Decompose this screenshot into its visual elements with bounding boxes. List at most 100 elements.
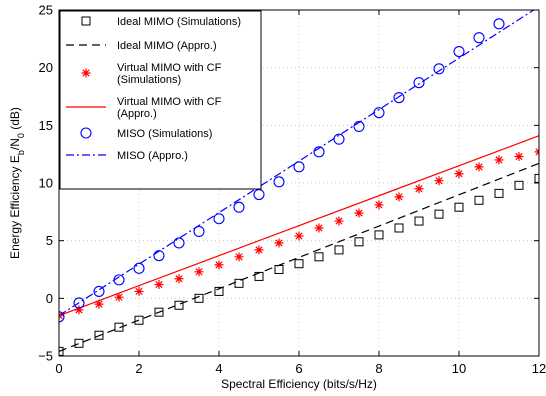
x-tick-label: 0: [55, 361, 62, 376]
y-tick-label: 5: [46, 233, 53, 248]
legend-label: Virtual MIMO with CF: [117, 62, 222, 74]
series-0: [59, 173, 539, 356]
data-point-asterisk: [294, 231, 304, 241]
legend-label: (Simulations): [117, 74, 181, 86]
x-tick-label: 8: [375, 361, 382, 376]
data-point-square: [394, 223, 404, 233]
data-point-asterisk: [114, 292, 124, 302]
data-point-asterisk: [434, 176, 444, 186]
data-point-circle: [333, 133, 345, 145]
data-point-asterisk: [334, 216, 344, 226]
data-point-asterisk: [154, 279, 164, 289]
data-point-asterisk: [174, 274, 184, 284]
legend-box: [59, 10, 262, 190]
data-point-square: [174, 300, 184, 310]
data-point-square: [334, 245, 344, 255]
series-1: [59, 162, 539, 352]
y-tick-label: 15: [39, 118, 53, 133]
data-point-square: [354, 237, 364, 247]
data-point-circle: [373, 107, 385, 119]
data-point-square: [374, 230, 384, 240]
data-point-asterisk: [514, 151, 524, 161]
data-point-circle: [393, 92, 405, 104]
data-point-circle: [193, 225, 205, 237]
data-point-asterisk: [194, 267, 204, 277]
x-tick-label: 12: [532, 361, 546, 376]
data-point-circle: [353, 120, 365, 133]
y-tick-label: 0: [46, 291, 53, 306]
y-tick-label: 20: [39, 60, 53, 75]
series-line: [59, 10, 535, 317]
data-point-square: [534, 173, 539, 183]
data-point-circle: [173, 237, 185, 249]
data-point-square: [514, 180, 524, 190]
data-point-circle: [133, 262, 145, 274]
y-axis-label: Energy Efficiency Eb/N0 (dB): [8, 107, 26, 259]
series-4: [59, 18, 505, 323]
data-point-square: [494, 188, 504, 198]
data-point-circle: [253, 188, 265, 201]
data-point-circle: [113, 274, 125, 286]
data-point-square: [114, 322, 124, 332]
data-point-square: [234, 278, 244, 288]
x-tick-label: 2: [135, 361, 142, 376]
data-point-square: [254, 271, 264, 281]
data-point-asterisk: [74, 305, 84, 315]
data-point-square: [274, 265, 284, 274]
data-point-square: [214, 286, 224, 296]
data-point-square: [94, 330, 104, 340]
data-point-circle: [433, 63, 445, 75]
data-point-circle: [93, 285, 105, 297]
data-point-asterisk: [274, 238, 284, 248]
data-point-asterisk: [134, 286, 144, 296]
data-point-circle: [313, 146, 325, 158]
data-point-square: [454, 202, 464, 212]
legend-swatch-square: [81, 16, 91, 26]
x-tick-label: 6: [295, 361, 302, 376]
legend-label: Ideal MIMO (Simulations): [117, 16, 241, 28]
data-point-asterisk: [214, 260, 224, 270]
series-3: [59, 135, 539, 317]
y-tick-label: 10: [39, 176, 53, 191]
data-point-square: [314, 252, 324, 262]
x-tick-label: 4: [215, 361, 222, 376]
legend: Ideal MIMO (Simulations) Ideal MIMO (Appr…: [59, 10, 262, 190]
data-point-circle: [153, 250, 165, 262]
data-point-asterisk: [394, 192, 404, 202]
data-point-asterisk: [254, 245, 264, 255]
legend-label: MISO (Appro.): [117, 150, 188, 162]
legend-swatch-circle: [80, 127, 92, 139]
data-point-circle: [413, 77, 425, 89]
data-point-circle: [473, 32, 485, 44]
data-point-square: [154, 307, 164, 317]
legend-label: (Appro.): [117, 108, 157, 120]
data-point-asterisk: [474, 162, 484, 172]
data-point-asterisk: [234, 252, 244, 262]
data-point-asterisk: [414, 184, 424, 194]
data-point-asterisk: [314, 223, 324, 233]
series-line: [59, 162, 539, 352]
data-point-circle: [73, 297, 85, 309]
data-point-asterisk: [374, 200, 384, 210]
data-point-asterisk: [94, 299, 104, 309]
data-point-circle: [59, 311, 65, 323]
data-point-square: [434, 209, 444, 219]
x-axis-label: Spectral Efficiency (bits/s/Hz): [221, 377, 377, 391]
legend-swatch-asterisk: [81, 68, 91, 78]
data-point-circle: [233, 201, 245, 213]
data-point-circle: [213, 213, 225, 225]
legend-label: Virtual MIMO with CF: [117, 96, 222, 108]
data-point-circle: [493, 18, 505, 30]
y-tick-label: 25: [39, 3, 53, 18]
data-point-square: [194, 293, 204, 303]
data-point-circle: [453, 45, 465, 58]
data-point-square: [74, 338, 84, 348]
legend-label: Ideal MIMO (Appro.): [117, 40, 217, 52]
series-5: [59, 10, 535, 317]
data-point-asterisk: [494, 155, 504, 165]
series-layer: [59, 10, 539, 356]
data-point-asterisk: [354, 208, 364, 218]
series-2: [59, 147, 539, 321]
